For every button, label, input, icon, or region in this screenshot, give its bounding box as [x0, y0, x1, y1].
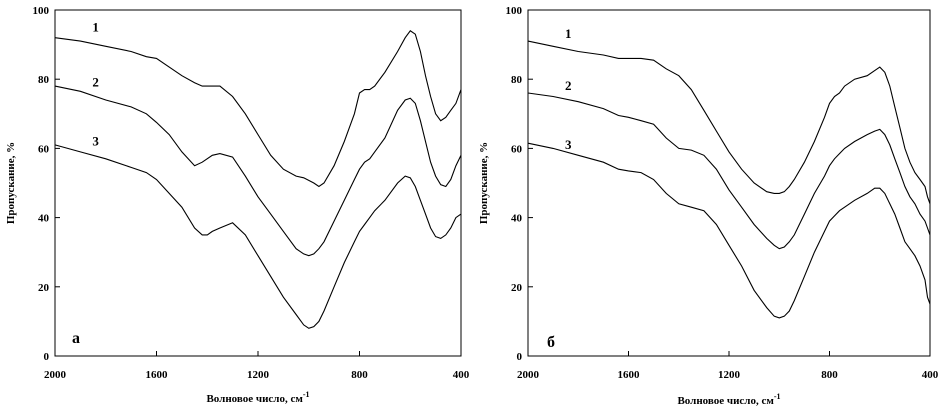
panel-label: б	[547, 334, 555, 351]
x-axis-label-superscript: -1	[303, 390, 310, 399]
series-line-2	[527, 92, 931, 250]
x-axis-label: Волновое число, см-1	[206, 390, 309, 405]
x-tick-label: 1200	[718, 369, 741, 381]
y-tick-label: 20	[511, 282, 523, 294]
series-line-2	[54, 85, 462, 257]
series-label-1: 1	[92, 19, 99, 34]
y-tick-label: 20	[38, 282, 50, 294]
panel-label: а	[72, 330, 80, 347]
x-axis-label: Волновое число, см-1	[677, 392, 780, 407]
x-tick-label: 1600	[146, 369, 169, 381]
y-axis-label: Пропускание, %	[478, 142, 490, 224]
series-line-3	[527, 142, 931, 319]
series-label-3: 3	[92, 133, 99, 148]
y-tick-label: 0	[517, 351, 523, 363]
y-tick-label: 60	[38, 143, 50, 155]
x-axis-label-text: Волновое число, см	[206, 393, 303, 405]
chart-panel-a: 0 20 40 60 80 100 2000 1600 1200 800 400 Пропускани…	[5, 5, 470, 405]
y-tick-label: 100	[33, 5, 50, 17]
x-tick-label: 2000	[517, 369, 540, 381]
y-tick-label: 100	[506, 5, 523, 17]
x-tick-label: 800	[821, 369, 838, 381]
x-tick-label: 400	[453, 369, 470, 381]
x-tick-label: 800	[351, 369, 368, 381]
y-tick-label: 40	[511, 213, 523, 225]
y-tick-label: 60	[511, 143, 523, 155]
y-axis-label: Пропускание, %	[5, 142, 17, 224]
x-axis-label-superscript: -1	[774, 392, 781, 401]
series-label-2: 2	[565, 78, 572, 93]
series-line-1	[54, 30, 462, 188]
y-tick-label: 80	[38, 74, 50, 86]
series-line-3	[54, 144, 462, 329]
series-label-2: 2	[92, 75, 99, 90]
series-label-1: 1	[565, 26, 572, 41]
plot-frame	[527, 9, 931, 357]
plot-frame	[54, 9, 462, 357]
series-line-1	[527, 40, 931, 204]
y-tick-label: 80	[511, 74, 523, 86]
x-tick-label: 1200	[247, 369, 270, 381]
y-tick-label: 40	[38, 213, 50, 225]
x-tick-label: 2000	[44, 369, 67, 381]
x-tick-label: 1600	[618, 369, 641, 381]
series-label-3: 3	[565, 137, 572, 152]
chart-panel-b: 0 20 40 60 80 100 2000 1600 1200 800 400 Пропускани…	[478, 5, 939, 407]
x-axis-label-text: Волновое число, см	[677, 395, 774, 407]
x-tick-label: 400	[922, 369, 939, 381]
y-tick-label: 0	[44, 351, 50, 363]
